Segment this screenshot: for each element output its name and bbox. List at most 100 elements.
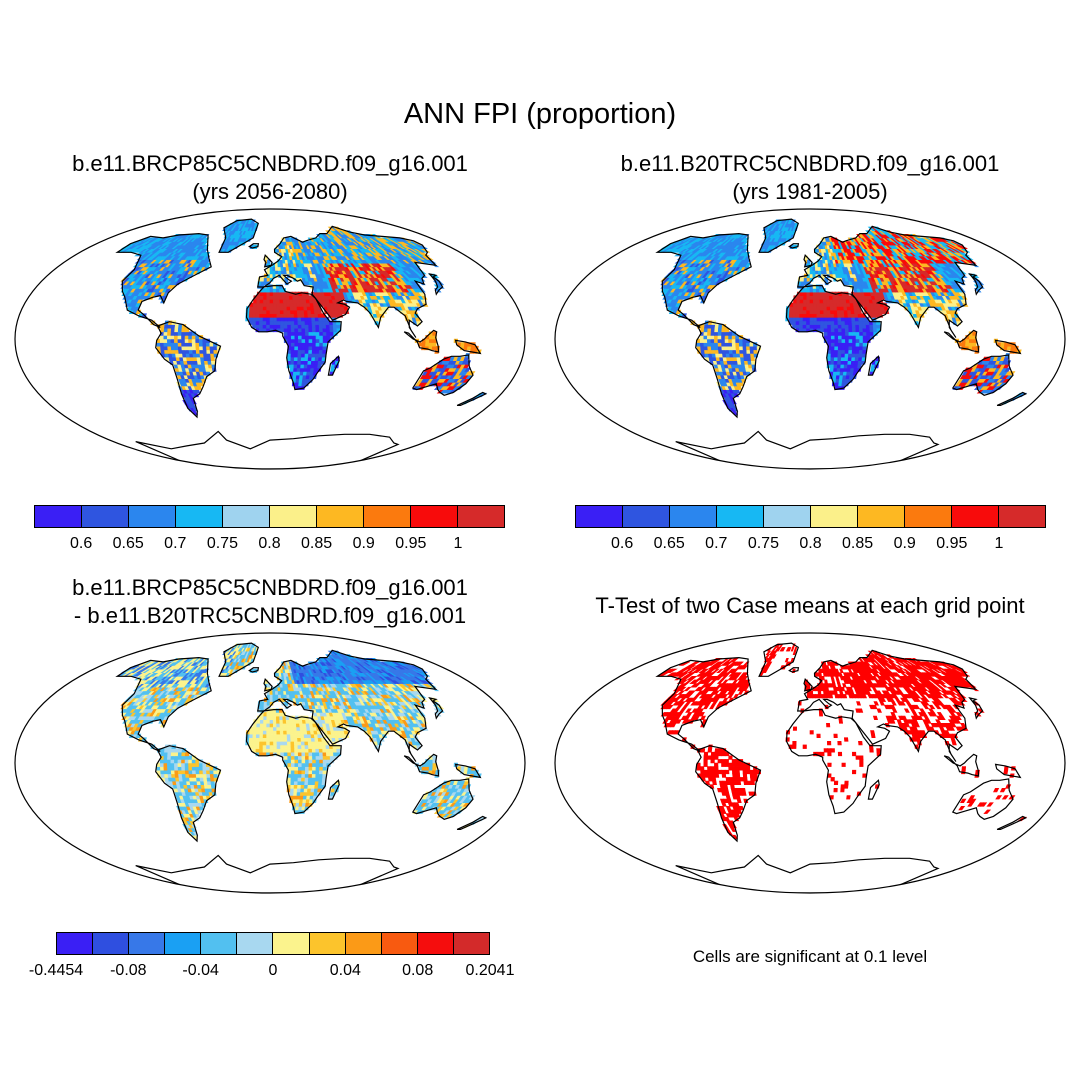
significance-note: Cells are significant at 0.1 level (692, 947, 928, 966)
map-panel-ttest (550, 628, 1070, 898)
coastline-uk (803, 254, 813, 268)
map-border (554, 632, 1066, 894)
map-background (15, 209, 525, 469)
coastline-australia (951, 778, 1014, 820)
map-border (14, 632, 526, 894)
colorbar-box (201, 933, 238, 954)
colorbar-tick-label: 0.85 (301, 535, 333, 552)
colorbar-tick-label: 0.08 (402, 962, 434, 979)
colorbar-box (417, 933, 454, 954)
coastline-greenland (218, 642, 260, 677)
colorbar-tick-label: 0.9 (352, 535, 375, 552)
coastlines (655, 642, 1028, 893)
panel-title-line: b.e11.B20TRC5CNBDRD.f09_g16.001 (620, 151, 1000, 176)
coastline-southAmerica (695, 321, 762, 419)
coastline-africa (245, 709, 342, 815)
coastline-nz (996, 815, 1028, 830)
colorbar-tick-label: 0.9 (893, 535, 916, 552)
coastline-antarctica (675, 854, 940, 893)
coastline-nz (996, 391, 1028, 406)
colorbar-tick-label: 0.95 (936, 535, 968, 552)
colorbar-box (309, 933, 346, 954)
colorbar-box (576, 506, 623, 527)
coastline-uk (803, 678, 813, 692)
coastline-nz (456, 391, 488, 406)
colorbar-tick-label: 0.2041 (465, 962, 515, 979)
colorbar-tick-label: 0.04 (329, 962, 361, 979)
colorbar-box (858, 506, 905, 527)
colorbar-tick-label: -0.08 (110, 962, 147, 979)
coastline-australia (411, 778, 474, 820)
coastlines (655, 218, 1028, 469)
colorbar-box (764, 506, 811, 527)
colorbar-box (237, 933, 274, 954)
colorbar-box (345, 933, 382, 954)
coastline-eurasia (796, 649, 978, 762)
colorbar-tick-label: -0.4454 (28, 962, 84, 979)
coastline-antarctica (135, 854, 400, 893)
colorbar-tick-label: 0 (268, 962, 278, 979)
colorbar-box (129, 506, 176, 527)
coastline-nz (456, 815, 488, 830)
colorbar-box (82, 506, 129, 527)
colorbar-tick-label: 0.85 (842, 535, 874, 552)
panel-title-line: b.e11.BRCP85C5CNBDRD.f09_g16.001 (72, 151, 468, 176)
colorbar-tick-label: 0.8 (799, 535, 822, 552)
coastline-northAmerica (115, 232, 212, 328)
panel-title-rcp85: b.e11.BRCP85C5CNBDRD.f09_g16.001 (yrs 20… (10, 150, 530, 206)
colorbar-box (717, 506, 764, 527)
panel-title-line: b.e11.BRCP85C5CNBDRD.f09_g16.001 (72, 575, 468, 600)
coastline-indonesia (403, 329, 440, 353)
world-map-diff (14, 632, 526, 894)
coastline-iceland (248, 243, 260, 249)
coastline-newGuinea (994, 339, 1022, 355)
coastline-japan (428, 697, 444, 720)
coastline-newGuinea (454, 339, 482, 355)
coastline-eurasia (256, 225, 438, 338)
coastline-africa (785, 709, 882, 815)
panel-title-diff: b.e11.BRCP85C5CNBDRD.f09_g16.001 - b.e11… (10, 574, 530, 630)
colorbar-tick-label: -0.04 (182, 962, 219, 979)
coastline-eurasia (796, 225, 978, 338)
coastline-madagascar (327, 355, 340, 376)
panel-title-line: T-Test of two Case means at each grid po… (595, 593, 1025, 618)
colorbar-box (223, 506, 270, 527)
colorbar-box (458, 506, 504, 527)
coastline-northAmerica (115, 656, 212, 752)
coastline-madagascar (867, 779, 880, 800)
map-panel-20tr (550, 204, 1070, 474)
colorbar-tick-label: 0.95 (395, 535, 427, 552)
colorbar-box (57, 933, 94, 954)
coastline-indonesia (943, 753, 980, 777)
panel-title-20tr: b.e11.B20TRC5CNBDRD.f09_g16.001 (yrs 198… (550, 150, 1070, 206)
colorbar-box (317, 506, 364, 527)
map-border (14, 208, 526, 470)
coastline-iceland (788, 667, 800, 673)
coastline-antarctica (135, 430, 400, 469)
coastline-japan (968, 273, 984, 296)
coastline-uk (263, 254, 273, 268)
colorbar-box (999, 506, 1045, 527)
colorbar-box (905, 506, 952, 527)
colorbar-box (670, 506, 717, 527)
coastline-southAmerica (695, 745, 762, 843)
map-border (554, 208, 1066, 470)
panel-title-line: (yrs 2056-2080) (192, 179, 348, 204)
coastline-indonesia (943, 329, 980, 353)
map-background (555, 633, 1065, 893)
colorbar-rcp85 (34, 505, 505, 528)
colorbar-box (93, 933, 130, 954)
colorbar-box (381, 933, 418, 954)
coastline-iceland (788, 243, 800, 249)
colorbar-tick-label: 0.75 (206, 535, 238, 552)
coastline-southAmerica (155, 321, 222, 419)
colorbar-diff (56, 932, 490, 955)
coastline-australia (411, 354, 474, 396)
coastline-africa (245, 285, 342, 391)
colorbar-box (165, 933, 202, 954)
colorbar-box (129, 933, 166, 954)
coastline-eurasia (256, 649, 438, 762)
colorbar-tick-label: 0.75 (747, 535, 779, 552)
colorbar-box (811, 506, 858, 527)
coastline-uk (263, 678, 273, 692)
